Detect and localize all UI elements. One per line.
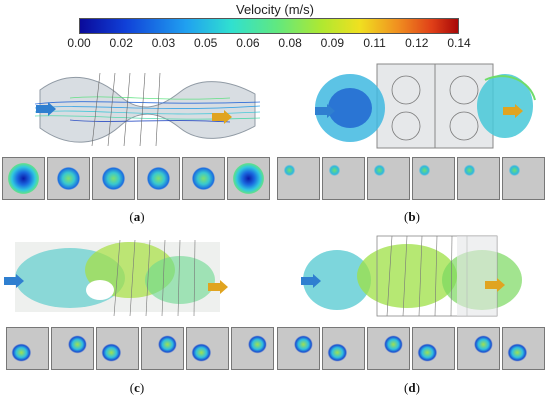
cross-section-tile [47,157,90,200]
cross-section-tile [6,327,49,370]
cross-section-tile [322,327,365,370]
inlet-arrow-icon [301,274,321,288]
outlet-arrow-icon [503,104,523,118]
cross-section-tile [457,157,500,200]
colorbar-tick-label: 0.03 [151,36,176,50]
outlet-arrow-icon [208,280,228,294]
cross-section-tile [186,327,229,370]
cross-section-tile [96,327,139,370]
panel-c-caption: (c) [129,380,145,395]
velocity-colorbar [79,18,459,34]
cross-section-tile [367,327,410,370]
cross-section-tile [277,157,320,200]
panel-c-streamline-view [10,230,225,322]
colorbar-tick-label: 0.00 [67,36,91,50]
cross-section-tile [231,327,274,370]
colorbar-tick-label: 0.12 [405,36,429,50]
cross-section-tile [141,327,184,370]
cross-section-tile [51,327,94,370]
panel-b-streamline-view [305,60,540,152]
panel-d-caption: (d) [404,380,420,395]
inlet-arrow-icon [315,104,335,118]
cross-section-tile [412,157,455,200]
colorbar-tick-label: 0.02 [109,36,133,50]
inlet-arrow-icon [36,102,56,116]
panel-a-streamline-view [30,68,265,150]
outlet-arrow-icon [212,110,232,124]
cross-section-tile [322,157,365,200]
panel-b-caption: (b) [404,209,420,224]
colorbar-title: Velocity (m/s) [235,2,314,17]
panel-b: (b) [275,60,550,230]
cross-section-tile [412,327,455,370]
colorbar-tick-label: 0.06 [236,36,260,50]
cross-section-tile [227,157,270,200]
panel-d-streamline-view [297,230,532,322]
cross-section-tile [137,157,180,200]
colorbar-tick-label: 0.11 [363,36,386,50]
cross-section-tile [502,157,545,200]
cross-section-tile [277,327,320,370]
cross-section-tile [92,157,135,200]
colorbar-tick-label: 0.08 [278,36,302,50]
cross-section-tile [457,327,500,370]
panel-a-caption: (a) [129,209,145,224]
panel-c: (c) [0,230,275,401]
cross-section-tile [367,157,410,200]
cross-section-tile [2,157,45,200]
panel-d: (d) [275,230,550,401]
panel-a: (a) [0,60,275,230]
cross-section-tile [182,157,225,200]
colorbar-tick-label: 0.14 [447,36,471,50]
colorbar-tick-label: 0.05 [193,36,218,50]
outlet-arrow-icon [485,278,505,292]
cross-section-tile [502,327,545,370]
inlet-arrow-icon [4,274,24,288]
colorbar-tick-label: 0.09 [320,36,345,50]
